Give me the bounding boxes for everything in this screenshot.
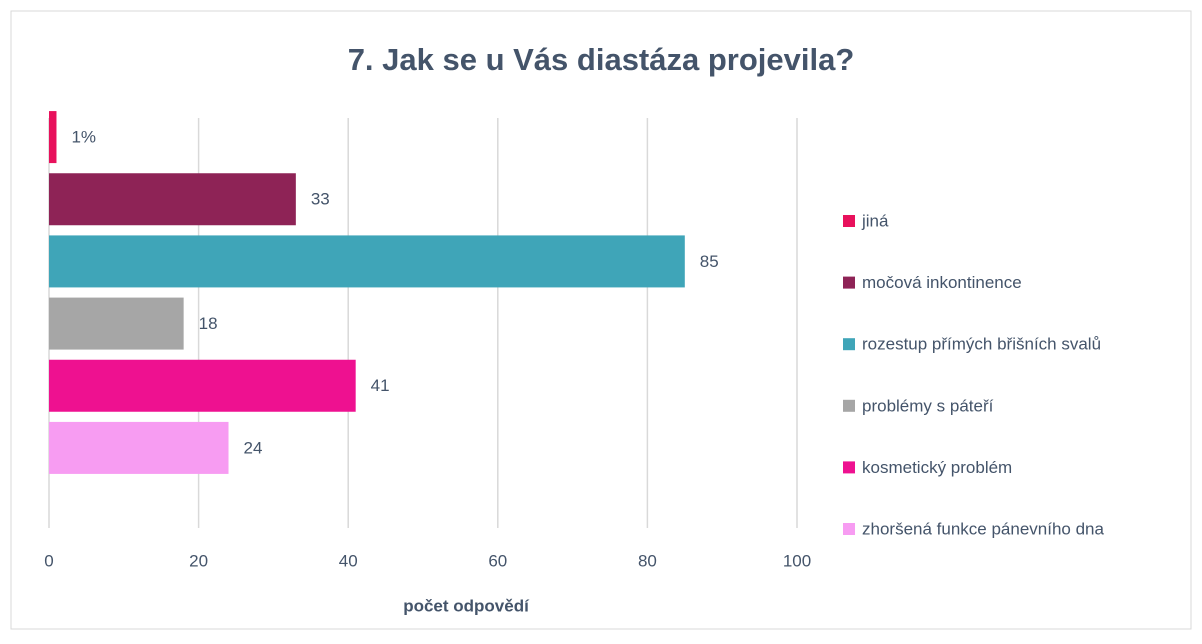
x-tick-label: 80: [638, 551, 657, 570]
legend-swatch: [843, 461, 855, 474]
legend-label: problémy s páteří: [862, 396, 994, 415]
legend-label: zhoršená funkce pánevního dna: [862, 519, 1105, 538]
legend-label: jiná: [861, 211, 889, 230]
legend-label: močová inkontinence: [862, 273, 1022, 292]
chart-title: 7. Jak se u Vás diastáza projevila?: [348, 42, 855, 77]
bar: [49, 421, 229, 474]
value-label: 41: [371, 376, 390, 395]
value-label: 24: [244, 438, 263, 457]
chart-border: [10, 10, 1192, 630]
value-label: 18: [199, 314, 218, 333]
x-axis-title: počet odpovědí: [403, 596, 530, 615]
legend-swatch: [843, 215, 855, 227]
value-label: 1%: [71, 128, 96, 147]
x-tick-label: 0: [44, 551, 53, 570]
x-tick-label: 40: [339, 551, 358, 570]
bar: [49, 173, 296, 226]
value-label: 85: [700, 252, 719, 271]
legend-swatch: [843, 523, 855, 535]
legend-swatch: [843, 338, 855, 351]
legend-label: kosmetický problém: [862, 458, 1012, 477]
bar: [49, 111, 57, 164]
x-tick-label: 100: [783, 551, 811, 570]
x-tick-label: 60: [488, 551, 507, 570]
x-tick-label: 20: [189, 551, 208, 570]
legend-swatch: [843, 399, 855, 412]
legend-label: rozestup přímých břišních svalů: [862, 335, 1101, 354]
legend-swatch: [843, 276, 855, 289]
value-label: 33: [311, 190, 330, 209]
bar: [49, 359, 356, 412]
bar: [49, 297, 184, 350]
bar: [49, 235, 685, 288]
